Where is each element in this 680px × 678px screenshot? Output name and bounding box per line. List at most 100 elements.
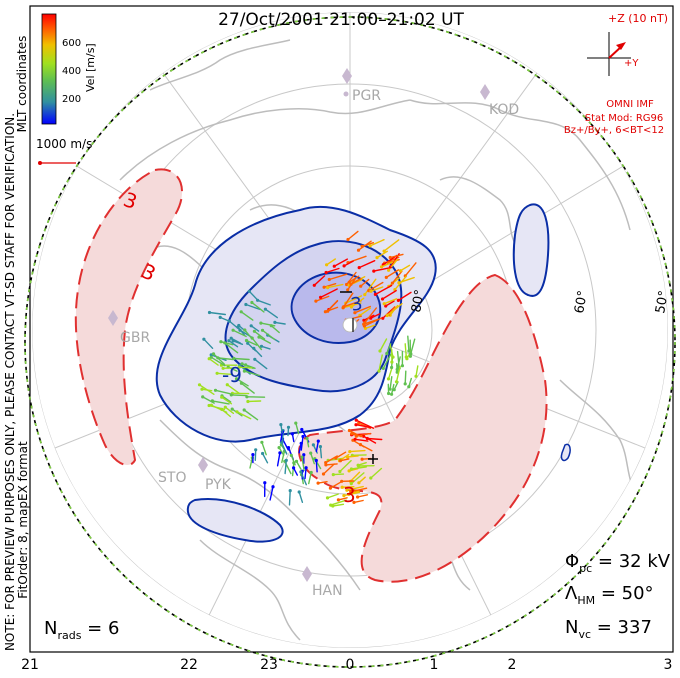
velocity-vector-origin [372, 270, 375, 273]
velocity-vector-origin [397, 299, 400, 302]
velocity-vector-origin [253, 358, 256, 361]
velocity-vector-origin [300, 442, 303, 445]
velocity-vector-origin [357, 481, 360, 484]
station-sto: STO [158, 470, 186, 486]
velocity-vector-origin [285, 459, 288, 462]
velocity-vector-origin [363, 324, 366, 327]
velocity-vector-origin [381, 297, 384, 300]
velocity-vector-origin [358, 266, 361, 269]
velocity-vector-origin [357, 249, 360, 252]
mlt-2: 2 [508, 657, 517, 673]
svg-text:ΛHM = 50°: ΛHM = 50° [565, 583, 654, 607]
imf-source: OMNI IMF [606, 99, 654, 110]
velocity-vector-origin [343, 264, 346, 267]
velocity-vector-origin [200, 388, 203, 391]
velocity-vector-origin [264, 308, 267, 311]
velocity-vector-origin [354, 423, 357, 426]
velocity-vector-origin [291, 432, 294, 435]
velocity-vector-origin [348, 429, 351, 432]
velocity-vector-origin [387, 392, 390, 395]
velocity-vector-origin [404, 382, 407, 385]
velocity-vector-origin [232, 339, 235, 342]
velocity-vector-origin [261, 329, 264, 332]
mlt-1: 1 [430, 657, 439, 673]
colorbar-tick-400: 400 [62, 66, 81, 77]
velocity-vector-origin [261, 452, 264, 455]
velocity-vector [234, 359, 249, 360]
velocity-vector-origin [337, 498, 340, 501]
velocity-vector-origin [325, 263, 328, 266]
mlt-22: 22 [180, 657, 198, 673]
velocity-vector-origin [287, 426, 290, 429]
velocity-vector-origin [385, 352, 388, 355]
velocity-vector-origin [279, 423, 282, 426]
velocity-vector-origin [235, 410, 238, 413]
velocity-vector-origin [287, 446, 290, 449]
velocity-vector-origin [271, 485, 274, 488]
velocity-vector-origin [216, 372, 219, 375]
velocity-vector-origin [386, 314, 389, 317]
velocity-vector-origin [228, 320, 231, 323]
lambda-value: = 50° [595, 583, 653, 604]
lambda-symbol: Λ [565, 583, 578, 604]
mlt-3: 3 [664, 657, 673, 673]
velocity-vector-origin [363, 293, 366, 296]
velocity-vector-origin [391, 282, 394, 285]
velocity-vector-origin [310, 471, 313, 474]
velocity-vector-origin [298, 490, 301, 493]
nrads-symbol: N [44, 618, 57, 639]
velocity-vector-origin [198, 383, 201, 386]
phi-sub: pc [579, 562, 592, 575]
velocity-vector-origin [278, 451, 281, 454]
velocity-vector [411, 339, 415, 354]
velocity-vector-origin [301, 435, 304, 438]
fit-order-note: FitOrder: 8, mapEX format [16, 441, 30, 599]
mlt-0: 0 [346, 657, 355, 673]
velocity-vector-origin [338, 470, 341, 473]
velocity-vector-origin [243, 408, 246, 411]
velocity-vector-origin [244, 303, 247, 306]
velocity-vector [299, 492, 302, 502]
velocity-vector-origin [231, 408, 234, 411]
velocity-vector-origin [405, 355, 408, 358]
velocity-vector-origin [329, 504, 332, 507]
velocity-vector-origin [240, 310, 243, 313]
velocity-vector-origin [332, 473, 335, 476]
nrads-sub: rads [57, 629, 81, 642]
velocity-vector-origin [390, 393, 393, 396]
velocity-vector-origin [390, 361, 393, 364]
velocity-vector-origin [245, 339, 248, 342]
station-gbr: GBR [120, 330, 150, 346]
velocity-vector-origin [369, 290, 372, 293]
colorbar-label: Vel [m/s] [84, 43, 97, 92]
velocity-vector-origin [383, 302, 386, 305]
velocity-vector-origin [380, 265, 383, 268]
velocity-vector-origin [210, 356, 213, 359]
lat-60: 60° [572, 289, 591, 314]
velocity-vector-origin [319, 445, 322, 448]
imf-panel: +Z (10 nT) +Y OMNI IMF Stat Mod: RG96 Bz… [564, 12, 668, 136]
velocity-vector-origin [290, 454, 293, 457]
pole-marker [343, 318, 357, 332]
stats-phi: Φpc = 32 kV [565, 551, 671, 575]
velocity-vector-origin [219, 316, 222, 319]
scale-vector-label: 1000 m/s [36, 137, 92, 151]
velocity-vector-origin [294, 422, 297, 425]
velocity-vector [290, 491, 291, 505]
velocity-vector-origin [328, 278, 331, 281]
lat-50: 50° [653, 289, 672, 314]
station-pyk: PYK [205, 477, 232, 493]
velocity-vector-origin [273, 321, 276, 324]
velocity-vector-origin [399, 269, 402, 272]
velocity-vector [390, 377, 392, 389]
map-title: 27/Oct/2001 21:00–21:02 UT [218, 10, 464, 30]
nrads-value: = 6 [81, 618, 119, 639]
velocity-vector [305, 468, 306, 479]
velocity-vector-origin [248, 290, 251, 293]
mlt-21: 21 [21, 657, 39, 673]
velocity-vector-origin [208, 311, 211, 314]
velocity-colorbar: 600 400 200 Vel [m/s] [42, 14, 97, 124]
station-han: HAN [312, 583, 343, 599]
velocity-vector-origin [232, 329, 235, 332]
velocity-vector-origin [212, 352, 215, 355]
